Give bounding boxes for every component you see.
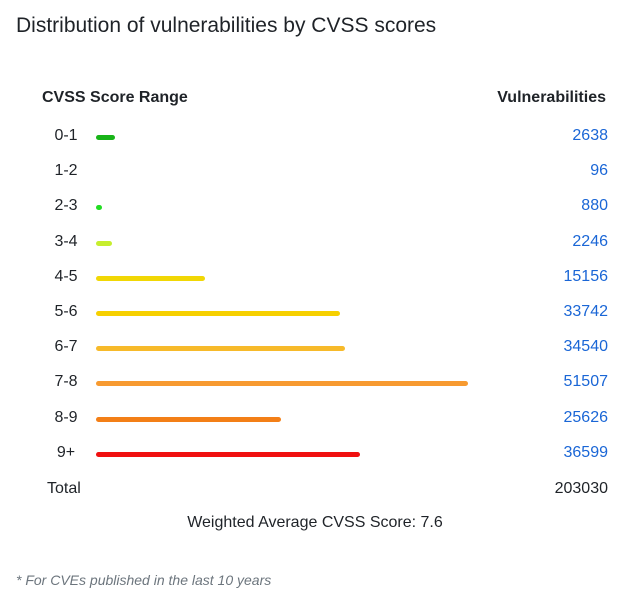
distribution-row: 1-2 96 [0, 155, 630, 190]
vulnerability-count-link[interactable]: 2246 [572, 232, 608, 250]
score-range-label: 5-6 [54, 303, 78, 320]
distribution-bar [96, 346, 346, 352]
distribution-row: 7-8 51507 [0, 366, 630, 401]
distribution-row: 8-9 25626 [0, 402, 630, 437]
score-range-label: 1-2 [54, 162, 78, 180]
distribution-bar [96, 451, 361, 457]
score-range-label: 2-3 [54, 197, 78, 215]
vulnerability-count-link[interactable]: 2638 [572, 127, 608, 144]
distribution-bar [96, 205, 103, 211]
vulnerability-count-link[interactable]: 36599 [563, 443, 609, 461]
distribution-bar [96, 311, 340, 316]
chart-title: Distribution of vulnerabilities by CVSS … [16, 14, 437, 37]
total-value: 203030 [554, 480, 608, 497]
vulnerability-count-link[interactable]: 25626 [563, 408, 609, 426]
distribution-bar [96, 240, 113, 246]
distribution-row: 5-6 33742 [0, 296, 630, 331]
score-range-label: 3-4 [54, 232, 78, 250]
distribution-bar [96, 381, 468, 387]
distribution-row: 4-5 15156 [0, 261, 630, 296]
vulnerability-count-link[interactable]: 880 [581, 197, 608, 215]
score-range-label: 6-7 [54, 338, 78, 356]
distribution-row: 3-4 2246 [0, 226, 630, 261]
distribution-bar [96, 135, 116, 140]
score-range-label: 7-8 [54, 373, 78, 391]
vulnerability-count-link[interactable]: 96 [590, 162, 608, 180]
distribution-row: 9+ 36599 [0, 437, 630, 472]
distribution-row: 0-1 2638 [0, 120, 630, 155]
weighted-average-value: 7.6 [420, 514, 443, 531]
weighted-average: Weighted Average CVSS Score: 7.6 [0, 514, 630, 532]
footnote: * For CVEs published in the last 10 year… [16, 572, 272, 588]
weighted-average-label: Weighted Average CVSS Score: [187, 514, 417, 531]
distribution-bar [96, 416, 282, 422]
score-range-header: CVSS Score Range [42, 89, 188, 106]
score-range-label: 9+ [56, 443, 76, 461]
score-range-label: 0-1 [54, 127, 78, 144]
vulnerability-count-link[interactable]: 15156 [563, 267, 609, 285]
vulnerabilities-header: Vulnerabilities [497, 89, 606, 106]
distribution-bar [96, 275, 206, 281]
distribution-row: 6-7 34540 [0, 331, 630, 366]
vulnerability-count-link[interactable]: 51507 [563, 373, 609, 391]
score-range-label: 4-5 [54, 267, 78, 285]
vulnerability-count-link[interactable]: 33742 [563, 303, 609, 320]
distribution-row: 2-3 880 [0, 190, 630, 225]
total-label: Total [47, 480, 81, 497]
vulnerability-count-link[interactable]: 34540 [563, 338, 609, 356]
score-range-label: 8-9 [54, 408, 78, 426]
